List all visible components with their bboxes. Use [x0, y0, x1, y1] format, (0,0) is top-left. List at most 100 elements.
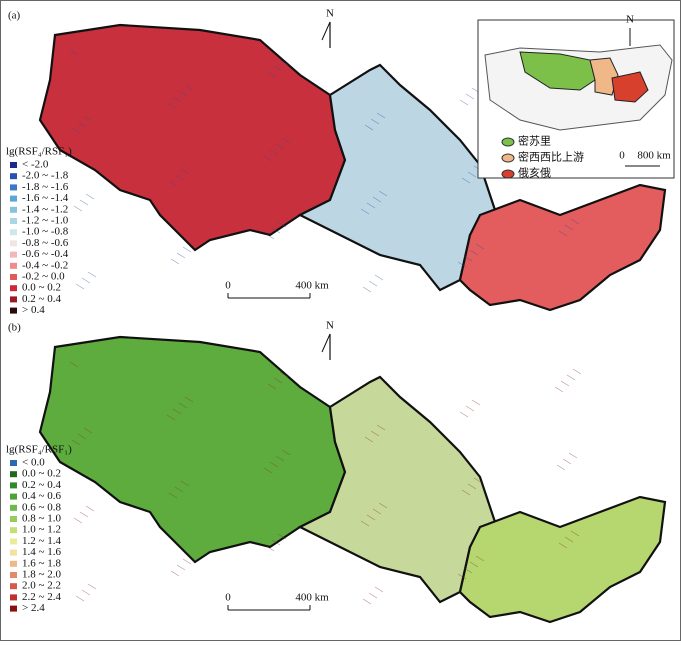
panel-label: (a) — [8, 10, 21, 22]
legend-label: -1.4 ~ -1.2 — [22, 203, 68, 215]
stream-texture — [275, 455, 285, 462]
legend-label: -1.8 ~ -1.6 — [22, 181, 69, 193]
stream-texture — [87, 583, 97, 590]
stream-texture — [372, 196, 382, 203]
stream-texture — [180, 480, 190, 487]
stream-texture — [81, 277, 91, 284]
scale-label: 0 — [225, 280, 231, 292]
legend-label: 1.0 ~ 1.2 — [22, 524, 61, 536]
stream-texture — [366, 514, 376, 521]
legend-label: 1.2 ~ 1.4 — [22, 535, 61, 547]
stream-texture — [176, 252, 186, 259]
stream-texture — [376, 112, 386, 119]
stream-texture — [554, 386, 564, 393]
stream-texture — [275, 143, 285, 150]
stream-texture — [374, 586, 384, 593]
legend-swatch — [10, 274, 17, 280]
legend-swatch — [10, 460, 17, 466]
stream-texture — [568, 452, 578, 459]
stream-texture — [463, 567, 473, 574]
stream-texture — [469, 249, 479, 256]
panel-label: (b) — [8, 322, 21, 334]
stream-texture — [376, 424, 386, 431]
stream-texture — [265, 233, 275, 240]
stream-texture — [364, 436, 374, 443]
stream-texture — [71, 127, 81, 134]
legend-swatch — [10, 218, 17, 224]
stream-texture — [77, 121, 87, 128]
stream-texture — [459, 411, 469, 418]
legend-swatch — [10, 549, 17, 556]
stream-texture — [467, 171, 477, 178]
stream-texture — [77, 433, 87, 440]
stream-texture — [182, 246, 192, 253]
legend-label: 2.2 ~ 2.4 — [22, 591, 61, 603]
stream-texture — [277, 533, 287, 540]
inset-upper-mississippi — [589, 57, 619, 96]
legend-swatch — [10, 471, 17, 478]
legend-label: 2.0 ~ 2.2 — [22, 580, 61, 592]
stream-texture — [465, 93, 475, 100]
legend-title: lg(RSF₄/RSF₁) — [6, 444, 72, 456]
stream-texture — [87, 271, 97, 278]
legend-label: 0.2 ~ 0.4 — [22, 479, 61, 491]
stream-texture — [463, 255, 473, 262]
stream-texture — [73, 205, 83, 212]
stream-texture — [378, 190, 388, 197]
stream-texture — [271, 227, 281, 234]
stream-texture — [461, 177, 471, 184]
stream-texture — [370, 118, 380, 125]
legend-swatch — [10, 229, 17, 236]
legend-swatch — [10, 527, 17, 534]
stream-texture — [176, 564, 186, 571]
inset-legend-label: 密苏里 — [518, 134, 551, 148]
stream-texture — [263, 155, 273, 162]
stream-texture — [459, 99, 469, 106]
stream-texture — [273, 65, 283, 72]
stream-texture — [83, 427, 93, 434]
stream-texture — [279, 59, 289, 66]
inset-legend-swatch — [501, 153, 515, 163]
inset-legend-swatch — [501, 137, 515, 147]
stream-texture — [180, 168, 190, 175]
stream-texture — [79, 199, 89, 206]
scale-label: 400 km — [295, 280, 329, 292]
legend-label: -1.2 ~ -1.0 — [22, 215, 69, 227]
legend-swatch — [10, 605, 17, 612]
north-arrow-head — [321, 21, 331, 48]
stream-texture — [71, 439, 81, 446]
basin-missouri — [38, 23, 347, 252]
stream-texture — [281, 449, 291, 456]
legend-label: -2.0 ~ -1.8 — [22, 170, 69, 182]
stream-texture — [166, 414, 176, 421]
stream-texture — [457, 261, 467, 268]
stream-texture — [75, 595, 85, 602]
legend-label: -0.4 ~ -0.2 — [22, 259, 68, 271]
legend-label: -0.6 ~ -0.4 — [22, 248, 69, 260]
stream-texture — [475, 243, 485, 250]
north-label: N — [326, 8, 334, 20]
stream-texture — [465, 405, 475, 412]
stream-texture — [184, 396, 194, 403]
stream-texture — [172, 96, 182, 103]
stream-texture — [184, 84, 194, 91]
stream-texture — [560, 380, 570, 387]
stream-texture — [73, 517, 83, 524]
legend-swatch — [10, 572, 17, 578]
stream-texture — [564, 224, 574, 231]
stream-texture — [174, 486, 184, 493]
legend-swatch — [10, 262, 17, 269]
inset-legend-label: 俄亥俄 — [518, 166, 551, 180]
legend-swatch — [10, 240, 17, 247]
stream-texture — [75, 283, 85, 290]
stream-texture — [362, 598, 372, 605]
stream-texture — [366, 202, 376, 209]
legend-swatch — [10, 538, 17, 545]
legend-swatch — [10, 516, 17, 522]
legend-swatch — [10, 206, 17, 213]
basin-ohio — [458, 183, 667, 312]
inset-missouri — [519, 51, 596, 91]
legend-label: 0.8 ~ 1.0 — [22, 513, 61, 525]
stream-texture — [378, 502, 388, 509]
